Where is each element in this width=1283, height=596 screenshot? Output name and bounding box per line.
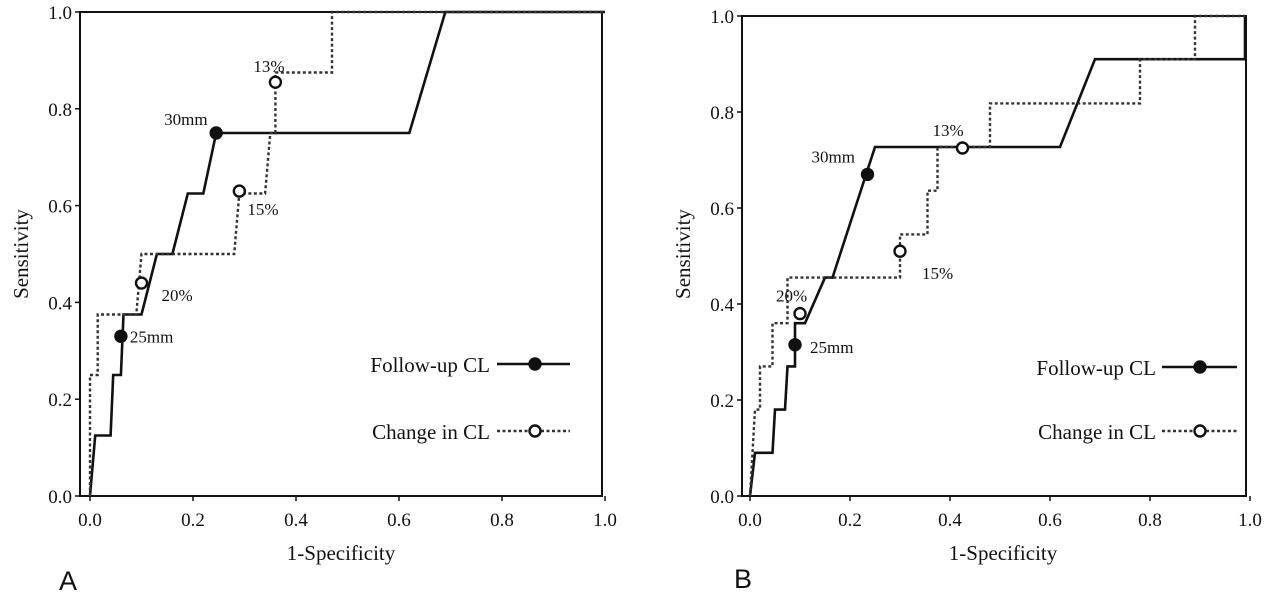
y-tick-label: 1.0: [710, 7, 734, 28]
cutoff-label: 13%: [253, 57, 284, 76]
y-tick-label: 0.4: [710, 295, 734, 316]
cutoff-point-open: [893, 244, 907, 258]
x-tick-label: 0.2: [838, 510, 862, 531]
cutoff-point-filled: [860, 167, 875, 182]
cutoff-label: 20%: [776, 287, 807, 306]
y-axis-label: Sensitivity: [9, 209, 33, 299]
cutoff-label: 15%: [247, 200, 278, 219]
y-tick-label: 0.4: [48, 293, 72, 314]
cutoff-point-filled: [209, 126, 223, 140]
y-axis-label: Sensitivity: [671, 209, 695, 299]
x-tick-label: 0.4: [284, 510, 308, 531]
y-tick-label: 0.8: [48, 100, 72, 121]
legend-label: Follow-up CL: [1036, 356, 1156, 380]
cutoff-label: 15%: [922, 264, 953, 283]
plot-frame: [741, 15, 1247, 497]
x-tick-label: 0.4: [938, 510, 962, 531]
x-tick-label: 0.0: [738, 510, 762, 531]
legend-marker: [528, 424, 542, 438]
y-tick-label: 0.0: [710, 487, 734, 508]
x-tick-label: 0.0: [78, 510, 102, 531]
x-tick-label: 0.8: [1138, 510, 1162, 531]
y-tick-label: 0.6: [48, 197, 72, 218]
cutoff-point-open: [232, 184, 247, 198]
x-tick-label: 0.2: [181, 510, 205, 531]
chart-panel-b: 0.0 0.2 0.4 0.6 0.8 1.0 0.0 0.2 0.4 0.6 0.8 1.0 1-Sp…: [671, 7, 1262, 594]
plot-frame: [79, 11, 603, 497]
legend-marker: [1193, 360, 1207, 374]
y-tick-label: 0.0: [48, 487, 72, 508]
cutoff-label: 30mm: [164, 110, 207, 129]
cutoff-label: 30mm: [812, 147, 855, 166]
x-axis-label: 1-Specificity: [949, 541, 1058, 565]
y-tick-label: 0.8: [710, 103, 734, 124]
legend-label: Follow-up CL: [370, 353, 490, 377]
legend-marker: [1193, 424, 1207, 438]
x-tick-label: 0.6: [387, 510, 411, 531]
legend-marker: [528, 357, 542, 371]
y-tick-label: 1.0: [48, 3, 72, 24]
cutoff-label: 20%: [162, 286, 193, 305]
cutoff-point-filled: [788, 338, 802, 352]
chart-panel-a: 0.0 0.2 0.4 0.6 0.8 1.0 0.0 0.2 0.4 0.6 0.8 1.0 1-Sp…: [9, 3, 617, 596]
cutoff-label: 25mm: [130, 327, 173, 346]
y-tick-label: 0.2: [710, 391, 734, 412]
legend-label: Change in CL: [1038, 420, 1156, 444]
x-tick-label: 0.8: [490, 510, 514, 531]
series-line-follow-up-cl: [748, 16, 1247, 497]
panel-letter: A: [59, 566, 77, 596]
x-axis-label: 1-Specificity: [287, 541, 396, 565]
cutoff-point-open: [268, 75, 283, 89]
cutoff-point-open: [793, 306, 807, 321]
cutoff-point-open: [955, 141, 970, 155]
legend-label: Change in CL: [372, 420, 490, 444]
x-tick-label: 1.0: [1238, 510, 1262, 531]
cutoff-label: 25mm: [810, 338, 853, 357]
y-tick-label: 0.2: [48, 390, 72, 411]
cutoff-label: 13%: [933, 121, 964, 140]
cutoff-point-filled: [114, 329, 128, 343]
y-tick-label: 0.6: [710, 199, 734, 220]
x-tick-label: 1.0: [593, 510, 617, 531]
x-tick-label: 0.6: [1038, 510, 1062, 531]
series-line-change-in-cl: [748, 14, 1245, 497]
series-line-change-in-cl: [88, 10, 605, 496]
cutoff-point-open: [134, 276, 149, 290]
panel-letter: B: [734, 564, 752, 594]
